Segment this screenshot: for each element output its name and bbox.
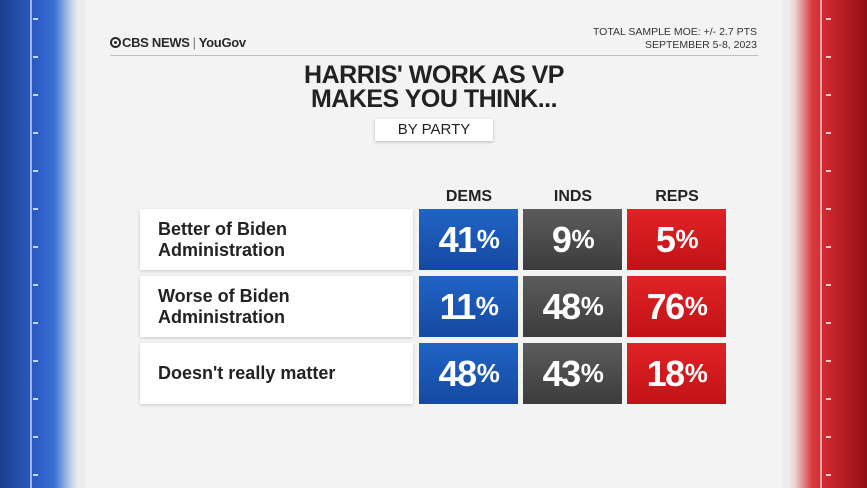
value-number: 11 bbox=[439, 285, 477, 327]
rail-tick bbox=[33, 170, 38, 172]
row-label-text: Better of Biden Administration bbox=[158, 218, 288, 260]
value-number: 41 bbox=[438, 218, 478, 260]
logo-main: CBS NEWS bbox=[122, 35, 190, 50]
rail-tick bbox=[33, 360, 38, 362]
rail-tick bbox=[826, 132, 831, 134]
row-label: Worse of Biden Administration bbox=[140, 276, 413, 337]
value-number: 9 bbox=[551, 218, 572, 260]
rail-tick bbox=[33, 246, 38, 248]
percent-sign: % bbox=[476, 358, 500, 388]
rail-line bbox=[30, 0, 32, 488]
percent-sign: % bbox=[684, 358, 708, 388]
rail-tick bbox=[33, 284, 38, 286]
survey-meta: TOTAL SAMPLE MOE: +/- 2.7 PTS SEPTEMBER … bbox=[593, 26, 757, 52]
rail-line bbox=[820, 0, 822, 488]
rail-tick bbox=[33, 208, 38, 210]
value-cell-dems: 48% bbox=[419, 343, 518, 404]
value-number: 43 bbox=[542, 352, 582, 394]
left-blue-rail bbox=[0, 0, 78, 488]
moe-text: TOTAL SAMPLE MOE: +/- 2.7 PTS bbox=[592, 26, 757, 38]
rail-tick bbox=[826, 474, 831, 476]
logo-separator: | bbox=[192, 35, 196, 50]
value-number: 18 bbox=[646, 352, 686, 394]
rail-tick bbox=[33, 398, 38, 400]
row-label: Doesn't really matter bbox=[140, 343, 413, 404]
percent-sign: % bbox=[684, 291, 708, 321]
value-cell-dems: 11% bbox=[419, 276, 518, 337]
column-header-inds: INDS bbox=[553, 188, 593, 205]
header-divider bbox=[110, 55, 758, 56]
rail-tick bbox=[826, 18, 831, 20]
rail-tick bbox=[826, 208, 831, 210]
rail-tick bbox=[826, 360, 831, 362]
cbs-eye-icon bbox=[110, 37, 121, 48]
rail-tick bbox=[33, 18, 38, 20]
value-number: 48 bbox=[438, 352, 478, 394]
value-number: 48 bbox=[542, 285, 582, 327]
logo-partner: YouGov bbox=[198, 35, 246, 50]
value-number: 5 bbox=[655, 218, 676, 260]
rail-tick bbox=[33, 322, 38, 324]
column-header-dems: DEMS bbox=[445, 188, 493, 205]
rail-tick bbox=[33, 56, 38, 58]
value-cell-inds: 43% bbox=[523, 343, 622, 404]
chart-title: HARRIS' WORK AS VP MAKES YOU THINK... bbox=[110, 61, 758, 113]
value-number: 76 bbox=[646, 285, 686, 327]
rail-tick bbox=[33, 474, 38, 476]
right-red-rail bbox=[789, 0, 867, 488]
row-label-text: Worse of Biden Administration bbox=[158, 285, 290, 327]
rail-tick bbox=[826, 94, 831, 96]
percent-sign: % bbox=[475, 291, 499, 321]
value-cell-dems: 41% bbox=[419, 209, 518, 270]
rail-tick bbox=[33, 436, 38, 438]
rail-tick bbox=[826, 170, 831, 172]
value-cell-reps: 5% bbox=[627, 209, 726, 270]
percent-sign: % bbox=[580, 291, 604, 321]
row-label: Better of Biden Administration bbox=[140, 209, 413, 270]
column-header-reps: REPS bbox=[655, 188, 699, 205]
survey-dates: SEPTEMBER 5-8, 2023 bbox=[644, 39, 757, 51]
title-line-1: HARRIS' WORK AS VP bbox=[304, 61, 564, 89]
title-line-2: MAKES YOU THINK... bbox=[310, 85, 558, 113]
percent-sign: % bbox=[675, 224, 698, 254]
value-cell-reps: 18% bbox=[627, 343, 726, 404]
network-logo: CBS NEWS | YouGov bbox=[110, 35, 246, 50]
rail-tick bbox=[826, 398, 831, 400]
rail-tick bbox=[33, 132, 38, 134]
value-cell-reps: 76% bbox=[627, 276, 726, 337]
percent-sign: % bbox=[571, 224, 594, 254]
value-cell-inds: 48% bbox=[523, 276, 622, 337]
subtitle-box: BY PARTY bbox=[375, 119, 493, 141]
rail-tick bbox=[826, 56, 831, 58]
rail-tick bbox=[826, 284, 831, 286]
value-cell-inds: 9% bbox=[523, 209, 622, 270]
rail-tick bbox=[826, 322, 831, 324]
rail-tick bbox=[33, 94, 38, 96]
row-label-text: Doesn't really matter bbox=[158, 363, 336, 383]
percent-sign: % bbox=[580, 358, 604, 388]
percent-sign: % bbox=[476, 224, 500, 254]
rail-tick bbox=[826, 436, 831, 438]
rail-tick bbox=[826, 246, 831, 248]
